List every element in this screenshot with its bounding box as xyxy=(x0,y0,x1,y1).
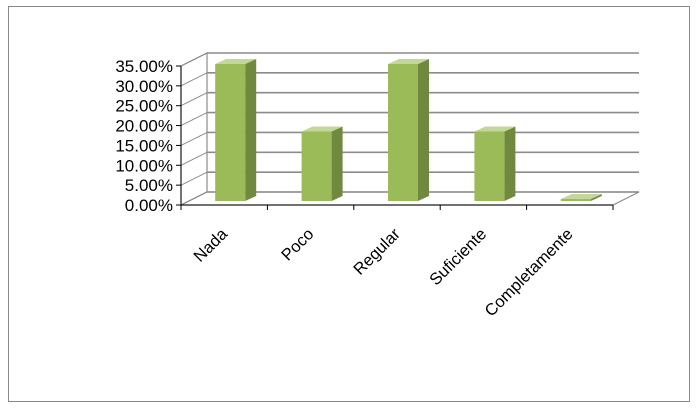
gridline-side xyxy=(180,92,208,107)
gridline-side xyxy=(180,171,208,186)
y-tick-label: 30.00% xyxy=(115,77,173,96)
bar-front xyxy=(474,131,505,201)
bar-side xyxy=(590,194,602,201)
bar-front xyxy=(301,131,332,201)
bar xyxy=(474,126,516,201)
y-tick-label: 25.00% xyxy=(115,97,173,116)
bar xyxy=(560,194,602,201)
value-axis xyxy=(176,65,614,210)
y-tick-label: 15.00% xyxy=(115,136,173,155)
bar-chart: 0.00%5.00%10.00%15.00%20.00%25.00%30.00%… xyxy=(115,52,640,321)
y-tick-label: 35.00% xyxy=(115,57,173,76)
bar xyxy=(388,59,429,201)
category-label: Poco xyxy=(278,225,317,264)
category-label: Completamente xyxy=(482,225,577,320)
bar-front xyxy=(215,64,246,201)
y-tick-label: 0.00% xyxy=(125,196,173,215)
category-label: Suficiente xyxy=(426,225,490,289)
chart-frame: 0.00% 5.00% 10.00% 15.00% 20.00% 25.00% 30.00%… xyxy=(8,6,690,402)
gridline-side xyxy=(180,131,208,146)
bar-front xyxy=(388,64,418,201)
bar-top xyxy=(388,59,429,64)
bar-top xyxy=(215,59,257,64)
bar-front xyxy=(560,199,591,201)
bar-side xyxy=(418,59,429,201)
bar xyxy=(301,126,343,201)
y-tick-label: 10.00% xyxy=(115,156,173,175)
bar-top xyxy=(301,126,343,132)
gridline-side xyxy=(180,52,208,67)
category-label: Nada xyxy=(190,225,231,266)
y-tick-label: 20.00% xyxy=(115,117,173,136)
bar xyxy=(215,59,257,201)
gridline-side xyxy=(180,72,208,87)
y-tick-labels: 0.00%5.00%10.00%15.00%20.00%25.00%30.00%… xyxy=(115,57,173,215)
side-wall xyxy=(180,52,208,206)
gridline-side xyxy=(180,112,208,127)
gridline-side xyxy=(180,151,208,166)
gridline-side xyxy=(180,191,208,206)
bar-top xyxy=(474,126,516,132)
bar-top xyxy=(560,194,602,200)
bar-side xyxy=(504,126,516,201)
bar-side xyxy=(245,59,257,201)
y-tick-label: 5.00% xyxy=(125,176,173,195)
bars xyxy=(215,59,602,201)
category-label: Regular xyxy=(350,225,404,279)
bar-side xyxy=(331,126,343,201)
